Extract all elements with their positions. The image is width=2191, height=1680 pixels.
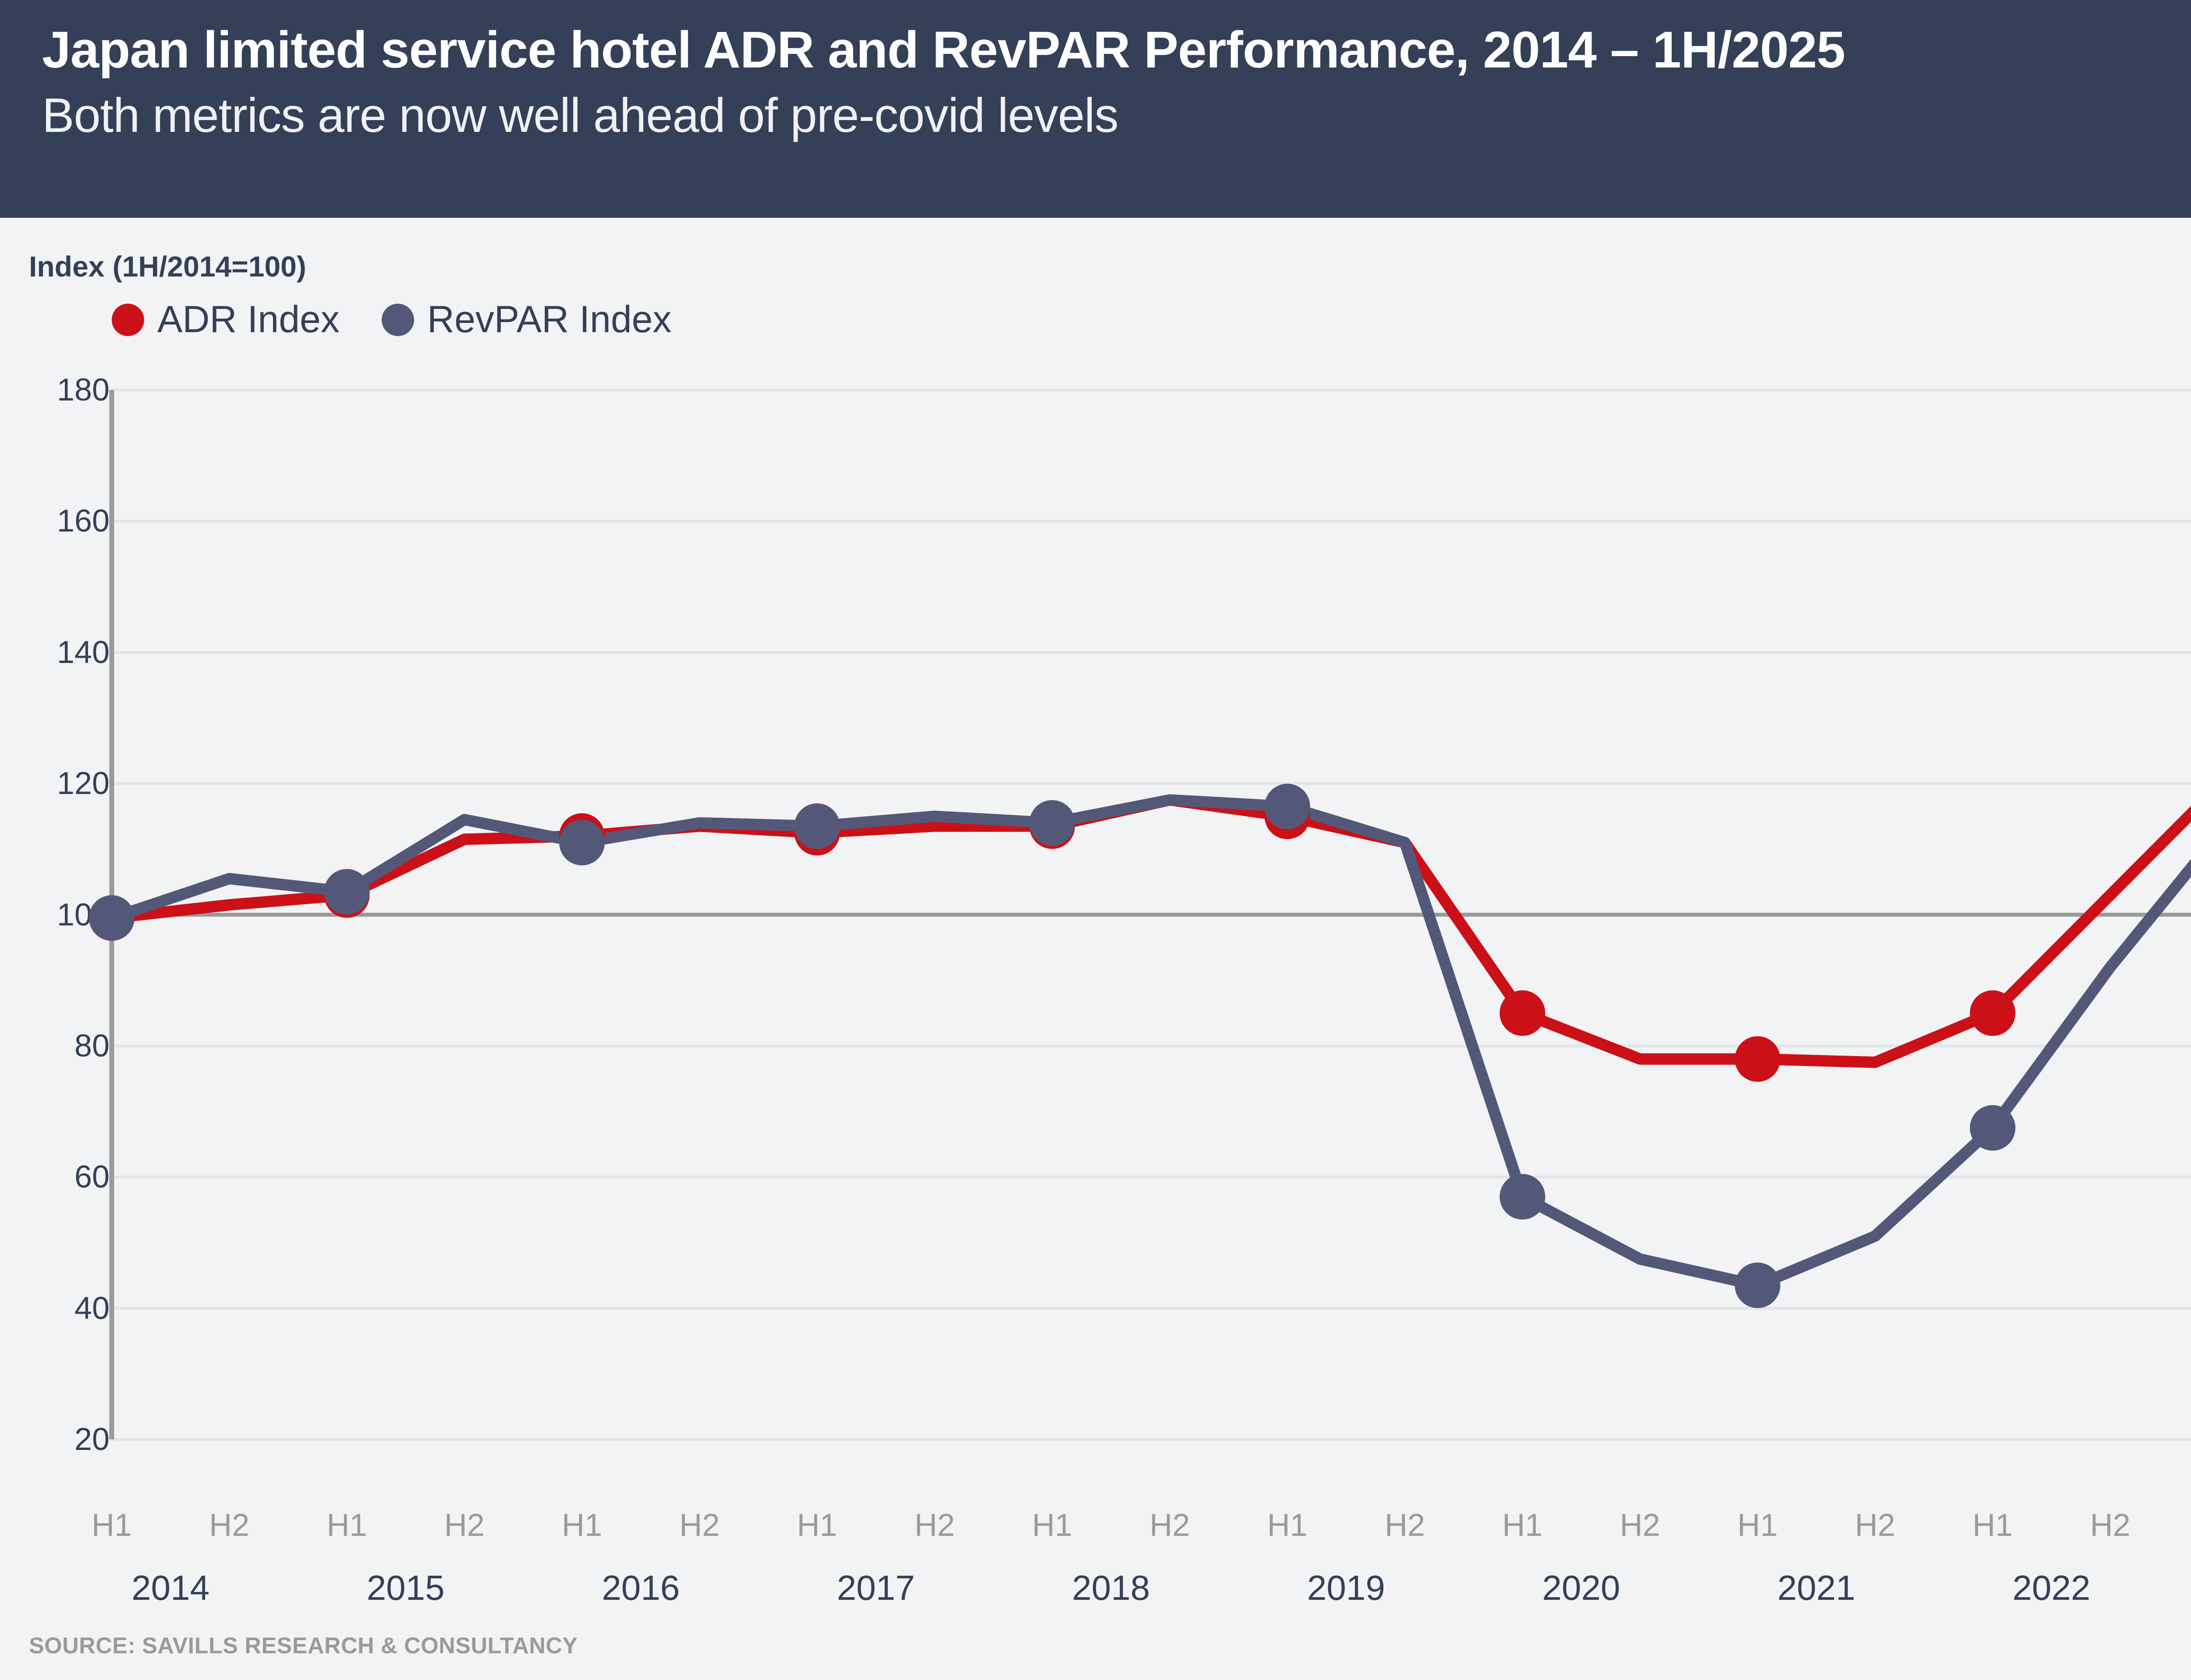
data-point-revpar	[89, 895, 135, 941]
series-line-revpar	[106, 794, 2191, 1291]
data-point-revpar	[794, 803, 840, 849]
y-axis-tick-labels: 180 160 140 120 100 80 60 40 20	[0, 372, 110, 1499]
legend-swatch-circle-icon	[381, 303, 414, 336]
data-point-revpar	[1734, 1262, 1780, 1308]
data-point-revpar	[1970, 1105, 2016, 1151]
y-tick-label: 160	[57, 503, 110, 539]
data-point-adr	[1500, 990, 1546, 1036]
x-tick-half-label: H2	[1149, 1508, 1190, 1543]
chart-series-markers	[89, 783, 2016, 1308]
page-subtitle: Both metrics are now well ahead of pre-c…	[42, 89, 1119, 142]
x-tick-half-label: H2	[444, 1508, 485, 1543]
x-tick-half-label: H2	[679, 1508, 720, 1543]
y-tick-label: 140	[57, 634, 110, 670]
x-tick-half-label: H2	[1620, 1508, 1660, 1543]
data-point-revpar	[559, 819, 605, 865]
legend-swatch-circle-icon	[112, 303, 144, 336]
data-point-revpar	[1029, 800, 1075, 846]
source-note: SOURCE: SAVILLS RESEARCH & CONSULTANCY	[29, 1633, 578, 1659]
data-point-revpar	[1264, 783, 1310, 829]
y-tick-label: 120	[57, 766, 110, 801]
x-tick-year-label: 2018	[1072, 1568, 1150, 1607]
x-tick-half-label: H2	[1855, 1508, 1896, 1543]
data-point-revpar	[324, 869, 370, 915]
y-tick-label: 60	[74, 1159, 110, 1195]
x-tick-year-label: 2017	[837, 1568, 915, 1607]
x-tick-half-label: H2	[2090, 1508, 2131, 1543]
x-axis-half-labels: H1H2H1H2H1H2H1H2H1H2H1H2H1H2H1H2H1H2H1H2…	[0, 1507, 2191, 1556]
x-tick-year-label: 2019	[1307, 1568, 1385, 1607]
x-tick-half-label: H2	[1384, 1508, 1425, 1543]
y-tick-label: 40	[74, 1290, 110, 1326]
y-tick-label: 80	[74, 1028, 110, 1063]
x-tick-half-label: H1	[1737, 1508, 1778, 1543]
x-tick-year-label: 2020	[1542, 1568, 1620, 1607]
legend-item-revpar[interactable]: RevPAR Index	[381, 298, 672, 341]
legend-label-adr: ADR Index	[157, 298, 340, 340]
chart-series-lines	[106, 794, 2191, 1291]
y-tick-label: 180	[57, 372, 110, 408]
x-tick-half-label: H1	[797, 1508, 837, 1543]
x-tick-half-label: H1	[91, 1508, 132, 1543]
x-axis-year-labels: 2014201520162017201820192020202120222023…	[0, 1568, 2191, 1620]
chart-legend: ADR Index RevPAR Index	[112, 298, 672, 341]
legend-item-adr[interactable]: ADR Index	[112, 298, 340, 341]
x-tick-half-label: H1	[1032, 1508, 1073, 1543]
chart-gridlines	[112, 388, 2191, 1441]
x-tick-half-label: H1	[326, 1508, 367, 1543]
x-tick-year-label: 2021	[1777, 1568, 1855, 1607]
x-tick-year-label: 2015	[366, 1568, 445, 1607]
x-tick-half-label: H1	[1267, 1508, 1308, 1543]
legend-label-revpar: RevPAR Index	[427, 298, 672, 340]
page-title: Japan limited service hotel ADR and RevP…	[42, 21, 1845, 79]
x-tick-year-label: 2014	[131, 1568, 210, 1607]
data-point-revpar	[1500, 1174, 1546, 1220]
chart-plot-area	[0, 377, 2191, 1499]
y-axis-title: Index (1H/2014=100)	[29, 250, 306, 283]
x-tick-year-label: 2022	[2012, 1568, 2091, 1607]
x-tick-half-label: H2	[914, 1508, 955, 1543]
data-point-adr	[1734, 1036, 1780, 1082]
line-chart-svg	[89, 388, 2191, 1441]
y-tick-label: 20	[74, 1422, 110, 1457]
data-point-adr	[1970, 990, 2016, 1036]
x-tick-half-label: H1	[1972, 1508, 2013, 1543]
chart-header: Japan limited service hotel ADR and RevP…	[0, 0, 2191, 218]
x-tick-year-label: 2016	[602, 1568, 680, 1607]
x-tick-half-label: H1	[1502, 1508, 1543, 1543]
x-tick-half-label: H1	[562, 1508, 603, 1543]
x-tick-half-label: H2	[209, 1508, 250, 1543]
x-tick-half-label: H1	[2180, 1507, 2191, 1543]
